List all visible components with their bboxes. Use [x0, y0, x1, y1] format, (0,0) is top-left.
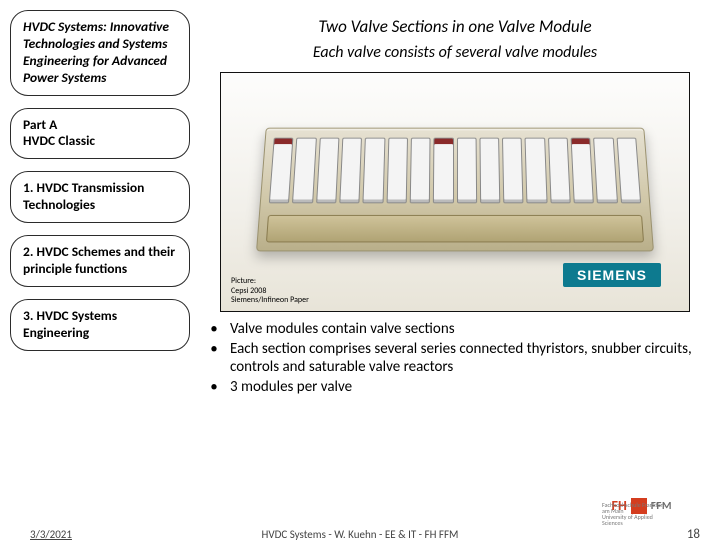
slide: HVDC Systems: Innovative Technologies an…: [0, 0, 720, 540]
bullet-dot: •: [208, 378, 220, 396]
bullet-list: • Valve modules contain valve sections •…: [200, 320, 710, 396]
toc-text: 2. HVDC Schemes and their principle func…: [23, 243, 175, 277]
footer-date: 3/3/2021: [30, 528, 72, 541]
toc-item-1: 1. HVDC Transmission Technologies: [10, 171, 190, 223]
component-row: [269, 138, 641, 204]
toc-text: 1. HVDC Transmission Technologies: [23, 179, 144, 213]
course-title-box: HVDC Systems: Innovative Technologies an…: [10, 10, 190, 96]
part-box: Part A HVDC Classic: [10, 108, 190, 160]
bullet-dot: •: [208, 340, 220, 358]
page-number: 18: [687, 527, 700, 542]
sidebar: HVDC Systems: Innovative Technologies an…: [10, 10, 190, 351]
main-content: Two Valve Sections in one Valve Module E…: [200, 10, 710, 510]
siemens-logo: SIEMENS: [563, 263, 661, 287]
toc-item-3: 3. HVDC Systems Engineering: [10, 299, 190, 351]
toc-item-2: 2. HVDC Schemes and their principle func…: [10, 235, 190, 287]
part-label: Part A: [23, 117, 177, 134]
course-title: HVDC Systems: Innovative Technologies an…: [23, 18, 169, 86]
bullet-text: Each section comprises several series co…: [230, 340, 710, 376]
toc-text: 3. HVDC Systems Engineering: [23, 307, 117, 341]
fh-subtext: Fachhochschule Frankfurt am MainUniversi…: [602, 502, 672, 526]
photo-caption: Picture: Cepsi 2008 Siemens/Infineon Pap…: [231, 277, 309, 305]
slide-title: Two Valve Sections in one Valve Module: [200, 16, 710, 37]
slide-subhead: Each valve consists of several valve mod…: [200, 43, 710, 62]
bullet-item: • 3 modules per valve: [208, 378, 710, 396]
valve-module-photo: SIEMENS Picture: Cepsi 2008 Siemens/Infi…: [220, 72, 690, 312]
bullet-text: 3 modules per valve: [230, 378, 352, 396]
bullet-text: Valve modules contain valve sections: [230, 320, 455, 338]
bullet-dot: •: [208, 320, 220, 338]
module-illustration: [256, 128, 654, 252]
caption-line: Siemens/Infineon Paper: [231, 296, 309, 305]
footer-center: HVDC Systems - W. Kuehn - EE & IT - FH F…: [262, 528, 459, 541]
bullet-item: • Valve modules contain valve sections: [208, 320, 710, 338]
bullet-item: • Each section comprises several series …: [208, 340, 710, 376]
part-sub: HVDC Classic: [23, 133, 177, 150]
